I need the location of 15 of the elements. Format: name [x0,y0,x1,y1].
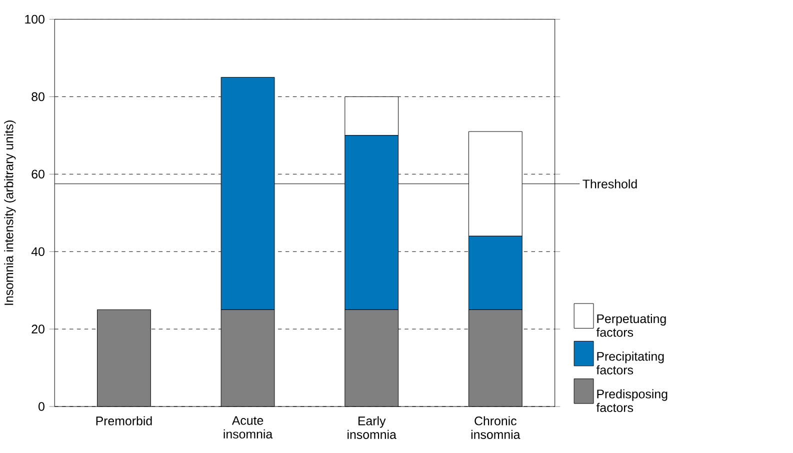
legend-label: Precipitating factors [596,352,664,374]
y-tick-label: 100 [25,14,44,24]
y-tick-label: 40 [31,247,44,256]
legend-label: Predisposing factors [596,389,668,412]
x-tick-label: Acute insomnia [224,416,273,438]
y-tick-label: 0 [38,402,44,411]
y-axis-title: Insomnia intensity (arbitrary units) [4,120,16,305]
y-tick-label: 20 [32,324,44,334]
x-tick-label: Chronic insomnia [471,416,520,439]
y-tick-label: 80 [32,92,44,102]
x-tick-label: Early insomnia [348,416,396,439]
y-tick-label: 60 [32,170,44,179]
x-tick-label: Premorbid [96,416,152,426]
ref-line-label: Threshold [582,179,637,188]
legend-label: Perpetuating factors [596,314,666,337]
